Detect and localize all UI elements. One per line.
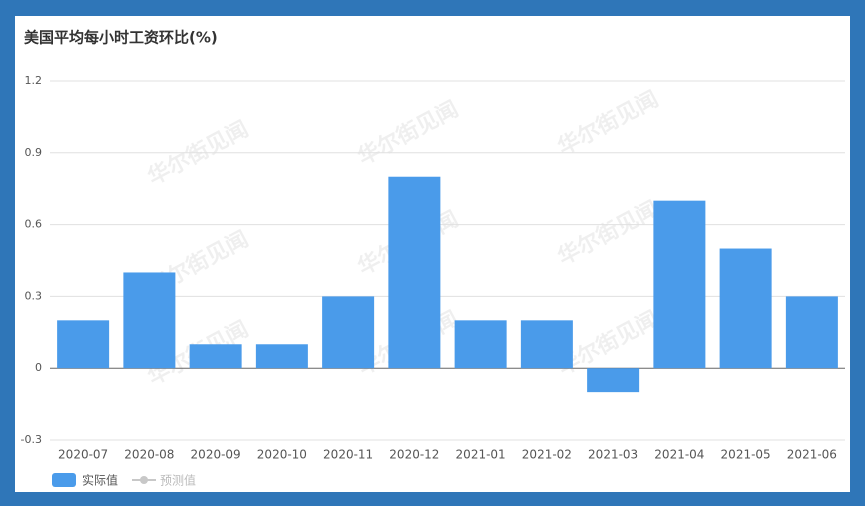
x-tick-label: 2020-09 bbox=[191, 448, 241, 462]
legend-label: 实际值 bbox=[82, 473, 118, 488]
x-tick-label: 2021-05 bbox=[721, 448, 771, 462]
y-tick-label: 1.2 bbox=[25, 74, 43, 87]
chart-title: 美国平均每小时工资环比(%) bbox=[24, 29, 218, 47]
bar bbox=[255, 344, 308, 369]
x-tick-label: 2021-02 bbox=[522, 448, 572, 462]
y-tick-label: -0.3 bbox=[21, 433, 42, 446]
y-tick-label: 0.9 bbox=[25, 146, 43, 159]
bar bbox=[520, 320, 573, 369]
legend-label: 预测值 bbox=[160, 473, 196, 488]
x-tick-label: 2021-01 bbox=[456, 448, 506, 462]
x-tick-label: 2020-08 bbox=[124, 448, 174, 462]
bar bbox=[653, 200, 706, 369]
legend-swatch bbox=[52, 473, 76, 487]
bar bbox=[785, 296, 838, 369]
y-tick-label: 0 bbox=[35, 361, 42, 374]
bar bbox=[388, 176, 441, 369]
x-tick-label: 2020-12 bbox=[389, 448, 439, 462]
bar bbox=[57, 320, 110, 369]
bar bbox=[587, 368, 640, 393]
y-tick-label: 0.3 bbox=[25, 289, 43, 302]
x-tick-label: 2021-03 bbox=[588, 448, 638, 462]
bar bbox=[454, 320, 507, 369]
bar bbox=[719, 248, 772, 369]
x-tick-label: 2020-11 bbox=[323, 448, 373, 462]
legend-swatch bbox=[140, 476, 148, 484]
bar bbox=[322, 296, 375, 369]
x-tick-label: 2020-10 bbox=[257, 448, 307, 462]
bar bbox=[123, 272, 176, 369]
x-tick-label: 2020-07 bbox=[58, 448, 108, 462]
x-tick-label: 2021-06 bbox=[787, 448, 837, 462]
y-tick-label: 0.6 bbox=[25, 218, 43, 231]
x-tick-label: 2021-04 bbox=[654, 448, 704, 462]
bar bbox=[189, 344, 242, 369]
